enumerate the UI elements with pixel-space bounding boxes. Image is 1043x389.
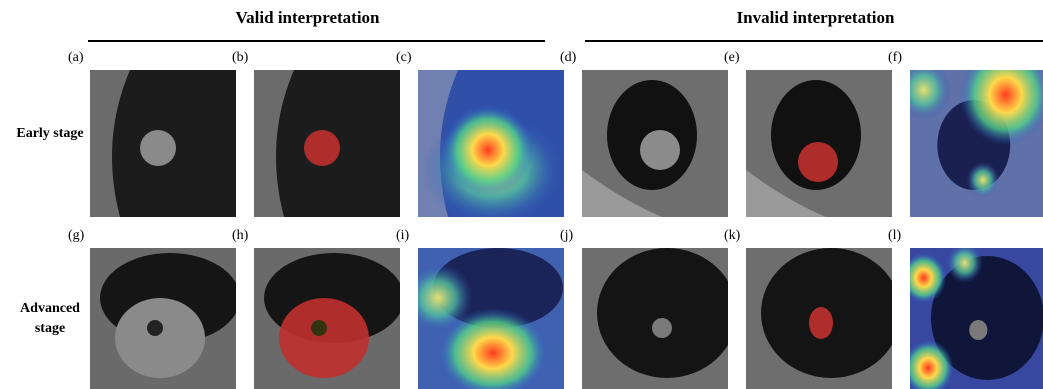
ct-scan: [418, 248, 564, 389]
ct-image: [582, 70, 728, 217]
ct-scan: [90, 248, 236, 389]
row-label: Advanced stage: [10, 299, 90, 339]
panel-label: (f): [888, 50, 902, 66]
panel-label: (k): [724, 228, 740, 244]
header: Invalid interpretation: [588, 8, 1043, 28]
ct-scan: [910, 248, 1043, 389]
panel-label: (c): [396, 50, 412, 66]
header-rule: [585, 40, 1043, 42]
panel-label: (a): [68, 50, 84, 66]
ct-scan: [254, 70, 400, 217]
ct-scan: [746, 70, 892, 217]
ct-image: [418, 70, 564, 217]
ct-scan: [746, 248, 892, 389]
panel-label: (d): [560, 50, 576, 66]
row-label: Early stage: [10, 124, 90, 144]
ct-image: [90, 248, 236, 389]
panel-label: (e): [724, 50, 740, 66]
panel-label: (b): [232, 50, 248, 66]
ct-image: [910, 248, 1043, 389]
ct-scan: [254, 248, 400, 389]
panel-label: (i): [396, 228, 409, 244]
ct-scan: [90, 70, 236, 217]
ct-image: [746, 70, 892, 217]
ct-scan: [582, 248, 728, 389]
panel-label: (j): [560, 228, 573, 244]
ct-image: [910, 70, 1043, 217]
header: Valid interpretation: [80, 8, 535, 28]
ct-image: [90, 70, 236, 217]
ct-image: [582, 248, 728, 389]
ct-scan: [910, 70, 1043, 217]
panel-label: (h): [232, 228, 248, 244]
ct-image: [254, 248, 400, 389]
figure: Valid interpretation Invalid interpretat…: [0, 0, 1043, 389]
panel-label: (g): [68, 228, 84, 244]
ct-image: [746, 248, 892, 389]
header-rule: [88, 40, 545, 42]
ct-image: [418, 248, 564, 389]
ct-scan: [582, 70, 728, 217]
panel-label: (l): [888, 228, 901, 244]
ct-image: [254, 70, 400, 217]
ct-scan: [418, 70, 564, 217]
